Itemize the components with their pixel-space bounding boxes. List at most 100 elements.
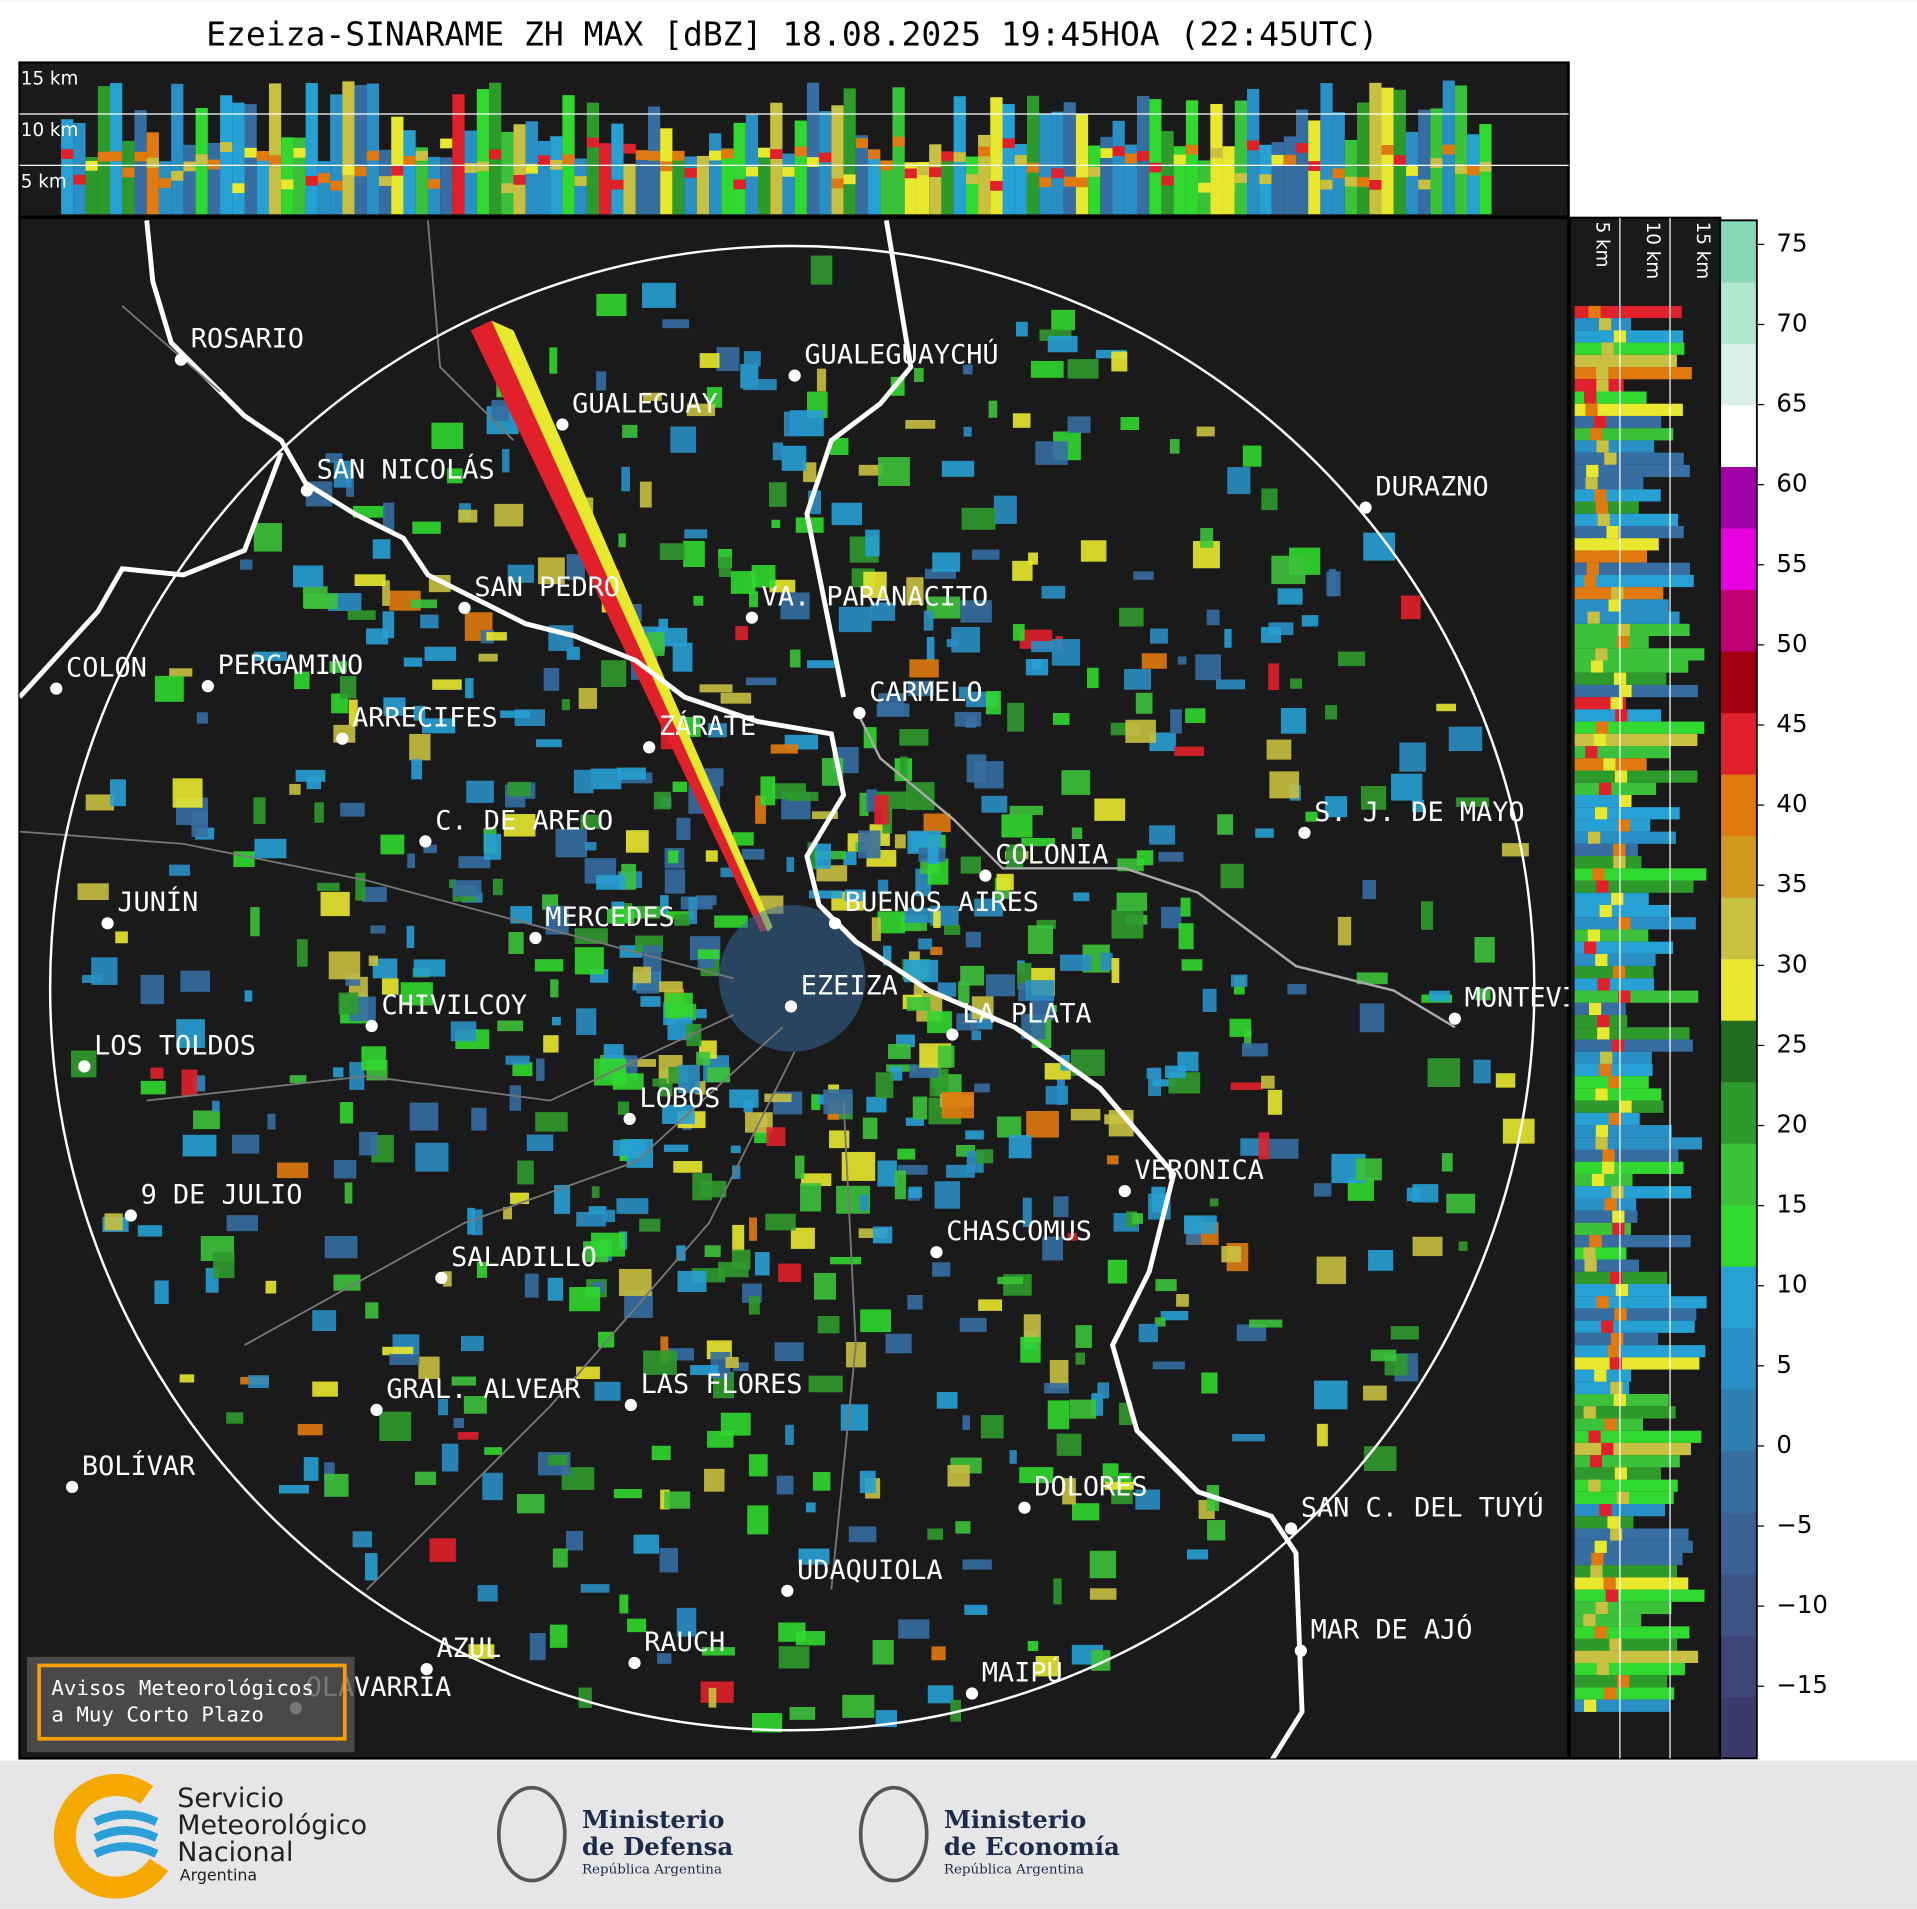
echo bbox=[422, 718, 456, 734]
echo bbox=[1222, 179, 1235, 190]
echo bbox=[1259, 174, 1272, 185]
echo bbox=[331, 693, 349, 714]
echo bbox=[361, 1046, 386, 1071]
city-dot bbox=[788, 369, 801, 382]
echo bbox=[220, 95, 233, 215]
echo bbox=[794, 120, 807, 215]
city-label: LA PLATA bbox=[962, 999, 1091, 1030]
echo bbox=[878, 693, 905, 717]
echo bbox=[1604, 1687, 1617, 1700]
echo bbox=[1583, 1406, 1596, 1419]
echo bbox=[409, 733, 431, 761]
echo bbox=[885, 1333, 912, 1354]
echo bbox=[660, 128, 673, 215]
echo bbox=[1149, 825, 1176, 845]
echo bbox=[576, 1008, 597, 1035]
echo bbox=[931, 1646, 946, 1661]
echo bbox=[1412, 1236, 1443, 1257]
echo bbox=[963, 426, 972, 437]
echo bbox=[676, 817, 691, 840]
echo bbox=[720, 1412, 751, 1436]
echo bbox=[1595, 953, 1608, 967]
echo bbox=[1574, 477, 1644, 490]
echo bbox=[913, 367, 924, 382]
echo bbox=[115, 931, 128, 944]
echo bbox=[678, 1064, 700, 1094]
echo bbox=[134, 110, 147, 215]
echo bbox=[659, 543, 685, 560]
echo bbox=[1597, 1027, 1610, 1040]
radar-echoes bbox=[71, 255, 1535, 1733]
echo bbox=[965, 1130, 984, 1140]
echo bbox=[574, 158, 587, 215]
echo bbox=[403, 130, 416, 215]
echo bbox=[1586, 464, 1599, 478]
echo bbox=[1574, 1662, 1685, 1676]
echo bbox=[894, 834, 906, 849]
echo bbox=[1441, 1153, 1453, 1172]
echo bbox=[1595, 721, 1609, 734]
echo bbox=[639, 1218, 661, 1232]
echo bbox=[594, 1381, 621, 1401]
echo bbox=[507, 781, 531, 797]
echo bbox=[547, 1454, 568, 1466]
echo bbox=[195, 154, 208, 164]
echo bbox=[562, 154, 575, 165]
city-label: DURAZNO bbox=[1375, 472, 1488, 503]
echo bbox=[611, 123, 624, 215]
echo bbox=[811, 1094, 821, 1111]
warning-box bbox=[37, 1663, 347, 1741]
echo bbox=[1458, 1241, 1468, 1251]
echo bbox=[1574, 1552, 1683, 1566]
echo bbox=[776, 1475, 794, 1495]
echo bbox=[1173, 154, 1186, 165]
echo bbox=[1151, 1186, 1166, 1213]
echo bbox=[354, 574, 386, 587]
echo bbox=[412, 521, 441, 534]
echo bbox=[1229, 1018, 1252, 1037]
echo bbox=[349, 1061, 365, 1090]
echo bbox=[855, 135, 869, 215]
echo bbox=[696, 1051, 711, 1066]
colorbar-tick-label: 55 bbox=[1776, 549, 1807, 578]
echo bbox=[414, 1471, 437, 1485]
echo bbox=[601, 660, 627, 688]
echo bbox=[1614, 1467, 1628, 1480]
echo bbox=[1574, 1357, 1700, 1370]
smn-logo: Servicio Meteorológico Nacional Argentin… bbox=[53, 1774, 367, 1899]
echo bbox=[580, 1584, 610, 1593]
echo bbox=[974, 1083, 990, 1093]
echo bbox=[1595, 1125, 1609, 1138]
echo bbox=[1594, 1626, 1607, 1639]
city-label: LAS FLORES bbox=[641, 1369, 803, 1400]
echo bbox=[633, 1534, 660, 1554]
echo bbox=[1107, 1259, 1128, 1284]
echo bbox=[1047, 335, 1078, 353]
echo bbox=[1574, 525, 1684, 539]
footer-bg bbox=[0, 1760, 1917, 1909]
echo bbox=[1271, 142, 1284, 215]
echo bbox=[413, 705, 426, 721]
echo bbox=[97, 151, 111, 162]
echo bbox=[1324, 796, 1348, 818]
colorbar-band bbox=[1720, 650, 1757, 714]
echo bbox=[1574, 452, 1684, 465]
echo bbox=[953, 152, 966, 163]
city-dot bbox=[1448, 1012, 1461, 1025]
echo bbox=[1059, 954, 1092, 971]
echo bbox=[1357, 102, 1370, 215]
echo bbox=[1589, 1650, 1603, 1663]
echo bbox=[1116, 892, 1148, 911]
echo bbox=[1574, 941, 1674, 954]
city-label: SAN PEDRO bbox=[474, 572, 620, 603]
echo bbox=[253, 797, 266, 824]
echo bbox=[1185, 708, 1206, 724]
echo bbox=[704, 1245, 721, 1258]
echo bbox=[1574, 1161, 1684, 1174]
echo bbox=[1610, 697, 1623, 710]
echo bbox=[1039, 329, 1072, 341]
echo bbox=[293, 565, 324, 588]
echo bbox=[819, 152, 832, 163]
echo bbox=[932, 1262, 951, 1277]
echo bbox=[764, 1093, 792, 1103]
